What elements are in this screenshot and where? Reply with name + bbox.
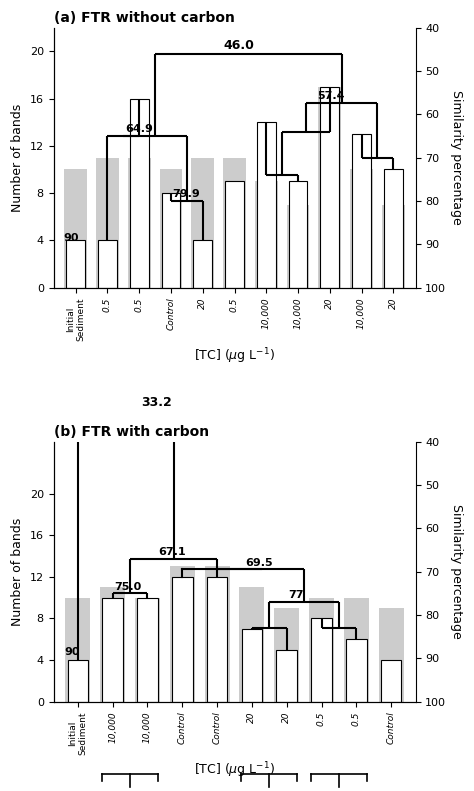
Text: 79.9: 79.9 (173, 189, 201, 199)
Y-axis label: Number of bands: Number of bands (11, 104, 24, 212)
Bar (64, 169, 87, 288)
Bar (100, 587, 125, 702)
Bar (320, 87, 339, 288)
Bar (309, 597, 334, 702)
Text: 67.1: 67.1 (158, 547, 185, 558)
Bar (172, 577, 192, 702)
Bar (276, 649, 297, 702)
Text: 75.0: 75.0 (114, 581, 142, 592)
Bar (102, 597, 123, 702)
Bar (205, 566, 229, 702)
Bar (68, 660, 88, 702)
Bar (352, 134, 371, 288)
Bar (66, 240, 85, 288)
Y-axis label: Similarity percentage: Similarity percentage (450, 504, 463, 639)
Bar (137, 597, 158, 702)
Bar (207, 577, 228, 702)
Text: (b) FTR with carbon: (b) FTR with carbon (54, 425, 209, 439)
Bar (225, 181, 244, 288)
Bar (381, 660, 401, 702)
Bar (287, 205, 310, 288)
X-axis label: [TC] ($\mu$g L$^{-1}$): [TC] ($\mu$g L$^{-1}$) (194, 346, 275, 366)
Text: (a) FTR without carbon: (a) FTR without carbon (54, 11, 234, 25)
Bar (65, 597, 91, 702)
Bar (255, 181, 278, 288)
Bar (289, 181, 307, 288)
Text: 90: 90 (64, 646, 80, 657)
X-axis label: [TC] ($\mu$g L$^{-1}$): [TC] ($\mu$g L$^{-1}$) (194, 760, 275, 780)
Bar (135, 597, 160, 702)
Text: 77: 77 (289, 590, 304, 600)
Bar (350, 169, 373, 288)
Bar (319, 87, 341, 288)
Bar (346, 639, 366, 702)
Bar (223, 157, 246, 288)
Bar (191, 157, 214, 288)
Bar (379, 608, 404, 702)
Y-axis label: Number of bands: Number of bands (11, 517, 24, 626)
Bar (384, 169, 402, 288)
Bar (257, 123, 276, 288)
Bar (128, 157, 151, 288)
Y-axis label: Similarity percentage: Similarity percentage (450, 90, 463, 225)
Text: 90: 90 (64, 233, 79, 243)
Bar (98, 240, 117, 288)
Bar (170, 566, 195, 702)
Bar (382, 205, 405, 288)
Text: 64.9: 64.9 (125, 124, 153, 134)
Text: 46.0: 46.0 (223, 39, 255, 52)
Bar (130, 99, 149, 288)
Text: 69.5: 69.5 (245, 558, 273, 568)
Bar (193, 240, 212, 288)
Text: 33.2: 33.2 (141, 396, 172, 409)
Bar (96, 157, 119, 288)
Bar (160, 169, 182, 288)
Bar (162, 193, 181, 288)
Bar (311, 619, 332, 702)
Bar (344, 597, 369, 702)
Bar (274, 608, 299, 702)
Text: 57.4: 57.4 (317, 91, 345, 101)
Bar (242, 629, 262, 702)
Bar (239, 587, 264, 702)
